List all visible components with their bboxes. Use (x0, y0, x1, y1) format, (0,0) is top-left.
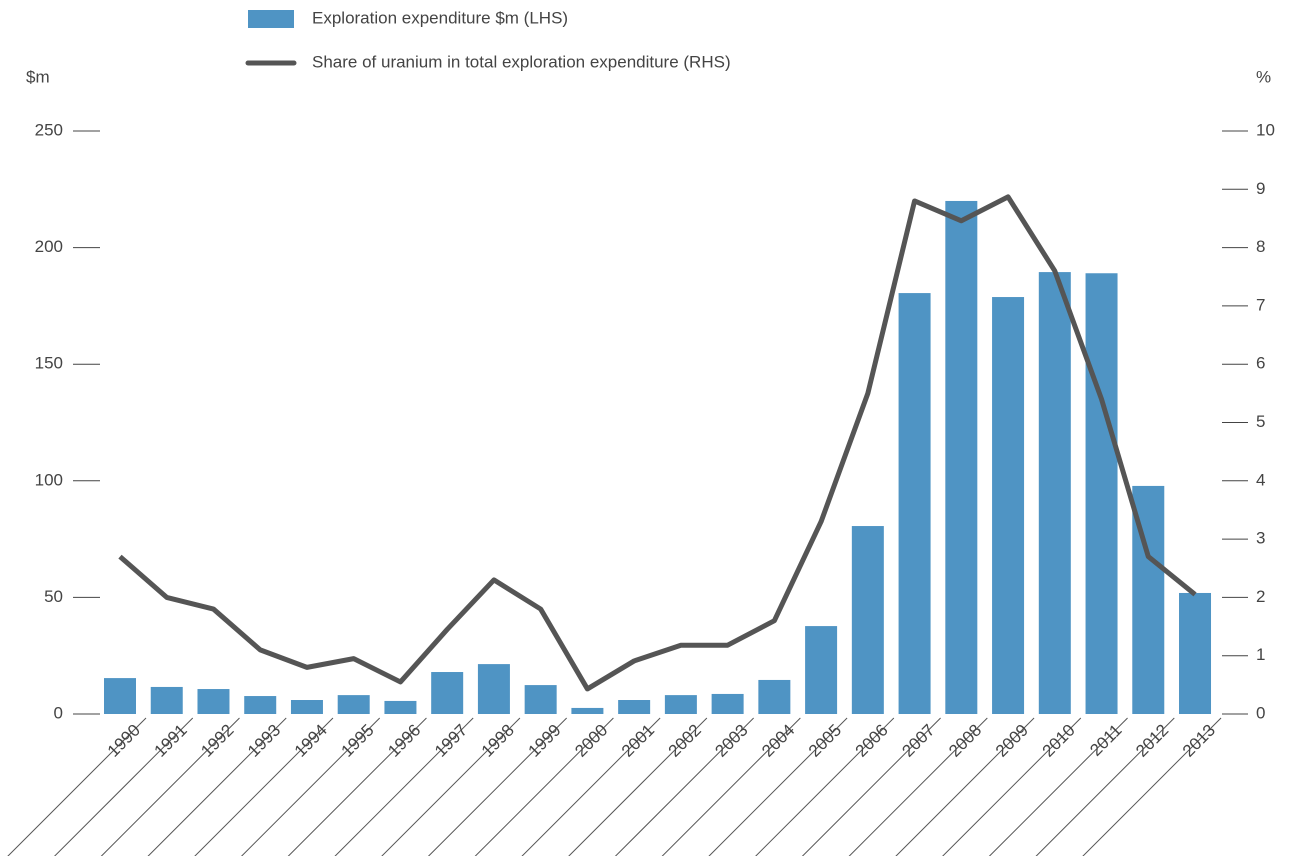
bar (1038, 272, 1071, 714)
x-divider (521, 717, 661, 856)
y-axis-label: $m (26, 67, 50, 86)
bar (898, 293, 931, 714)
y2-tick-label: 6 (1256, 354, 1265, 373)
legend-label: Share of uranium in total exploration ex… (312, 52, 731, 71)
x-divider (427, 717, 568, 856)
x-divider (661, 717, 801, 856)
y2-tick-label: 5 (1256, 412, 1265, 431)
bar (337, 695, 370, 714)
y-tick-label: 200 (35, 237, 63, 256)
y2-tick-label: 3 (1256, 529, 1265, 548)
y2-axis-label: % (1256, 67, 1271, 86)
x-divider (568, 717, 708, 856)
x-divider (988, 717, 1128, 856)
bar (664, 695, 697, 714)
bar (244, 696, 277, 714)
x-divider (240, 717, 381, 856)
bar (945, 200, 978, 714)
bar (805, 626, 838, 714)
y-tick-label: 150 (35, 354, 63, 373)
y2-tick-label: 2 (1256, 587, 1265, 606)
bar (477, 664, 510, 714)
bar (431, 672, 464, 714)
y2-tick-label: 8 (1256, 237, 1265, 256)
bar (150, 686, 183, 714)
bar (524, 685, 557, 714)
y-tick-label: 100 (35, 470, 63, 489)
x-divider (287, 717, 427, 856)
bar (758, 679, 791, 714)
bar (1085, 273, 1118, 714)
bar (104, 678, 136, 714)
bar (384, 700, 417, 714)
x-divider (848, 717, 988, 856)
x-divider (334, 717, 474, 856)
x-divider (942, 717, 1082, 856)
y2-tick-label: 9 (1256, 179, 1265, 198)
y-tick-label: 50 (44, 587, 63, 606)
x-divider (1035, 717, 1175, 856)
y2-tick-label: 0 (1256, 703, 1265, 722)
x-divider (7, 717, 147, 856)
x-divider (1082, 717, 1222, 856)
x-divider (381, 717, 521, 856)
x-divider (194, 717, 334, 856)
x-divider (147, 717, 287, 856)
legend-swatch (248, 10, 294, 28)
x-divider (708, 717, 848, 856)
y2-tick-label: 7 (1256, 295, 1265, 314)
x-divider (801, 717, 941, 856)
x-divider (614, 717, 754, 856)
x-divider (100, 717, 240, 856)
bar (571, 707, 604, 714)
bar (618, 700, 651, 714)
y-tick-label: 0 (54, 703, 63, 722)
y-tick-label: 250 (35, 120, 63, 139)
bar (1179, 592, 1212, 714)
x-divider (474, 717, 614, 856)
x-divider (54, 717, 194, 856)
bar (711, 693, 744, 714)
y2-tick-label: 4 (1256, 470, 1265, 489)
bar (290, 700, 323, 714)
x-divider (755, 717, 895, 856)
bar (851, 526, 884, 714)
x-divider (895, 717, 1035, 856)
y2-tick-label: 10 (1256, 120, 1275, 139)
y2-tick-label: 1 (1256, 645, 1265, 664)
legend-label: Exploration expenditure $m (LHS) (312, 8, 568, 27)
line (118, 194, 1197, 692)
bar (992, 297, 1025, 714)
bar (197, 689, 230, 714)
